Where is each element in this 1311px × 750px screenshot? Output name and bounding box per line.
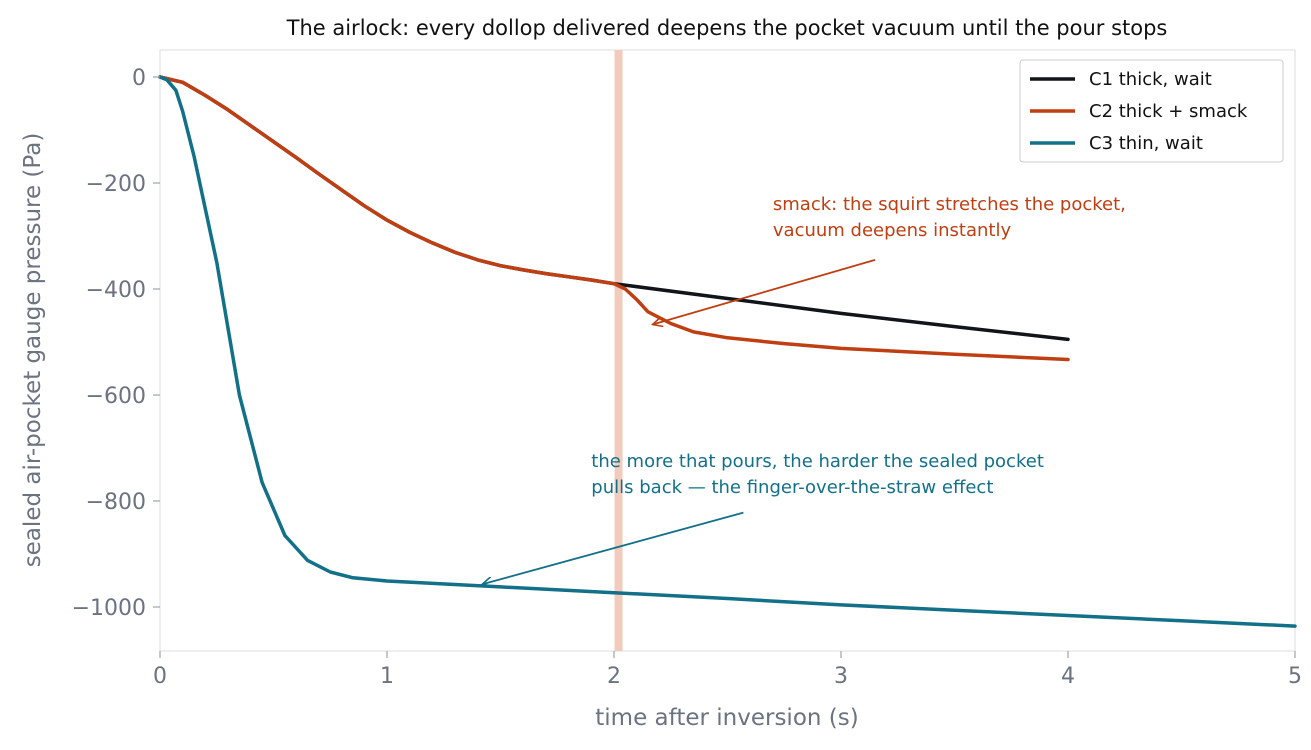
smack-time-band: [614, 50, 623, 651]
annotation-text-c2: smack: the squirt stretches the pocket,: [773, 194, 1126, 215]
y-tick-label: −800: [86, 490, 146, 515]
x-tick-label: 5: [1288, 664, 1302, 689]
y-tick-label: −600: [86, 384, 146, 409]
series-line-c3: [158, 75, 1297, 628]
x-tick-label: 0: [153, 664, 167, 689]
y-tick-label: −1000: [72, 596, 146, 621]
y-tick-label: 0: [132, 66, 146, 91]
plot-area: smack: the squirt stretches the pocket, v…: [158, 49, 1297, 652]
plot-frame: [159, 49, 1296, 652]
annotation-layer: smack: the squirt stretches the pocket, v…: [482, 194, 1126, 584]
x-tick-label: 1: [380, 664, 394, 689]
y-tick-label: −400: [86, 278, 146, 303]
legend-label-c1: C1 thick, wait: [1089, 69, 1212, 90]
annotation-text-c3: pulls back — the finger-over-the-straw e…: [591, 477, 993, 498]
x-axis: 0 1 2 3 4 5: [153, 651, 1302, 689]
series-layer: [158, 75, 1297, 628]
x-tick-label: 3: [834, 664, 848, 689]
series-line-c2: [158, 75, 1070, 362]
x-axis-label: time after inversion (s): [595, 705, 858, 731]
legend-box: [1019, 59, 1284, 163]
annotation-arrow-c2: [653, 258, 876, 325]
annotation-text-c2: vacuum deepens instantly: [773, 220, 1012, 241]
y-tick-label: −200: [86, 172, 146, 197]
annotation-text-c3: the more that pours, the harder the seal…: [591, 451, 1044, 472]
x-tick-label: 4: [1061, 664, 1075, 689]
legend-label-c3: C3 thin, wait: [1089, 133, 1203, 154]
legend: C1 thick, wait C2 thick + smack C3 thin, w…: [1019, 59, 1284, 163]
x-tick-label: 2: [607, 664, 621, 689]
annotation-arrow-c3: [482, 511, 744, 585]
y-axis: 0 −200 −400 −600 −800 −1000: [72, 66, 160, 621]
legend-label-c2: C2 thick + smack: [1089, 101, 1248, 122]
y-axis-label: sealed air-pocket gauge pressure (Pa): [20, 133, 46, 568]
chart-title: The airlock: every dollop delivered deep…: [286, 16, 1168, 40]
